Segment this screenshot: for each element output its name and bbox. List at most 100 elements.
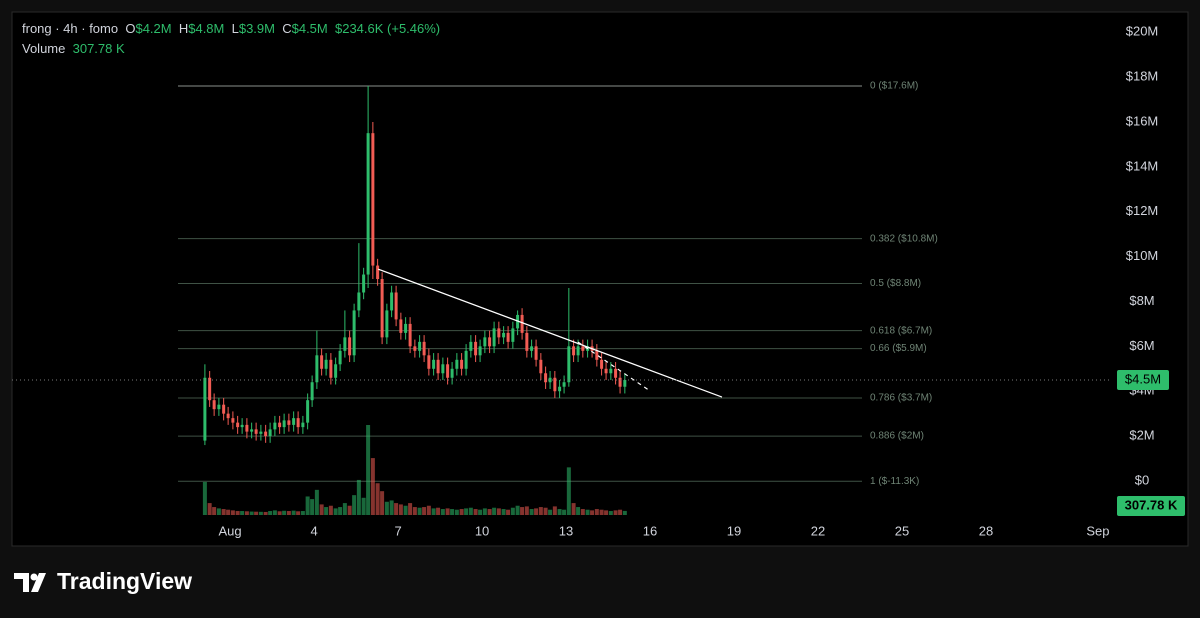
logo-icon [14,573,46,592]
volume-bar [282,510,287,515]
volume-bar [622,510,627,515]
volume-bar [440,509,445,515]
candle-body [455,359,459,369]
volume-bar [524,506,529,515]
candle-body [548,377,552,383]
fib-label: 0.618 ($6.7M) [870,325,932,336]
volume-bar [492,507,497,515]
volume-bar [240,511,245,515]
candle-body [618,377,622,387]
candle-body [623,380,627,387]
volume-bar [608,511,613,515]
candle-body [441,364,445,374]
y-tick-label: $12M [1126,203,1159,218]
volume-bar [286,511,291,515]
x-tick-label: 22 [811,523,825,538]
volume-bar [244,511,249,515]
field-key: H [178,21,189,36]
volume-bar [342,503,347,515]
candle-body [208,377,212,401]
candle-body [264,431,268,437]
candle-body [371,133,375,266]
volume-bar [338,507,343,515]
fib-label: 0.382 ($10.8M) [870,233,938,244]
candle-body [338,350,342,365]
volume-bar [263,511,268,515]
candle-body [572,346,576,356]
volume-bar [431,508,436,515]
volume-bar [268,511,273,515]
volume-bar [613,510,618,515]
candle-body [595,350,599,360]
symbol: frong · 4h · fomo [22,21,119,36]
volume-bar [207,503,212,515]
candle-body [348,337,352,356]
candle-body [460,359,464,369]
candle-body [259,431,263,434]
candle-body [436,359,440,374]
volume-bar [226,509,231,515]
volume-bar [538,507,543,515]
candle-body [404,323,408,333]
y-tick-label: $8M [1129,293,1154,308]
candle-body [217,404,221,410]
volume-bar [571,503,576,515]
volume-bar [604,510,609,515]
volume-bar [300,511,305,515]
trendline [377,268,723,398]
candle-body [422,341,426,356]
candle-body [446,364,450,378]
y-tick-label: $14M [1126,158,1159,173]
x-tick-label: 28 [979,523,993,538]
volume-bar [618,509,623,515]
candle-body [320,355,324,369]
candle-body [450,368,454,378]
candle-body [530,346,534,351]
volume-bar [426,505,431,515]
volume-bar [487,509,492,515]
volume-bar [473,509,478,515]
volume-bar [548,509,553,515]
candle-body [511,328,515,342]
candle-body [222,404,226,414]
volume-bar [361,497,366,515]
x-tick-label: 10 [475,523,489,538]
volume-bar [380,491,385,515]
candle-body [385,310,389,338]
candle-body [287,420,291,425]
volume-bar [216,508,221,515]
volume-label: Volume [22,41,66,56]
candle-body [226,413,230,419]
candle-body [553,377,557,392]
candle-body [600,359,604,369]
volume-bar [412,507,417,515]
candle-body [418,341,422,351]
candle-body [576,346,580,356]
candle-body [324,359,328,369]
volume-bar [482,508,487,515]
volume-bar [552,506,557,515]
candle-body [278,422,282,428]
field-value: $4.2M [135,21,172,36]
candle-body [212,400,216,410]
candle-body [329,359,333,378]
volume-bar [272,510,277,515]
volume-bar [314,489,319,515]
volume-bar [478,509,483,515]
volume-bar [520,507,525,515]
candle-body [502,332,506,338]
volume-bar [310,499,315,515]
volume-bar [496,508,501,515]
volume-bar [403,505,408,515]
volume-bar [258,511,263,515]
candle-body [245,424,249,432]
candle-body [282,420,286,428]
volume-bar [580,509,585,515]
candle-body [357,292,361,311]
candle-body [614,368,618,378]
candle-body [296,418,300,428]
volume-bar [501,509,506,515]
candle-body [488,337,492,347]
candle-body [301,422,305,428]
